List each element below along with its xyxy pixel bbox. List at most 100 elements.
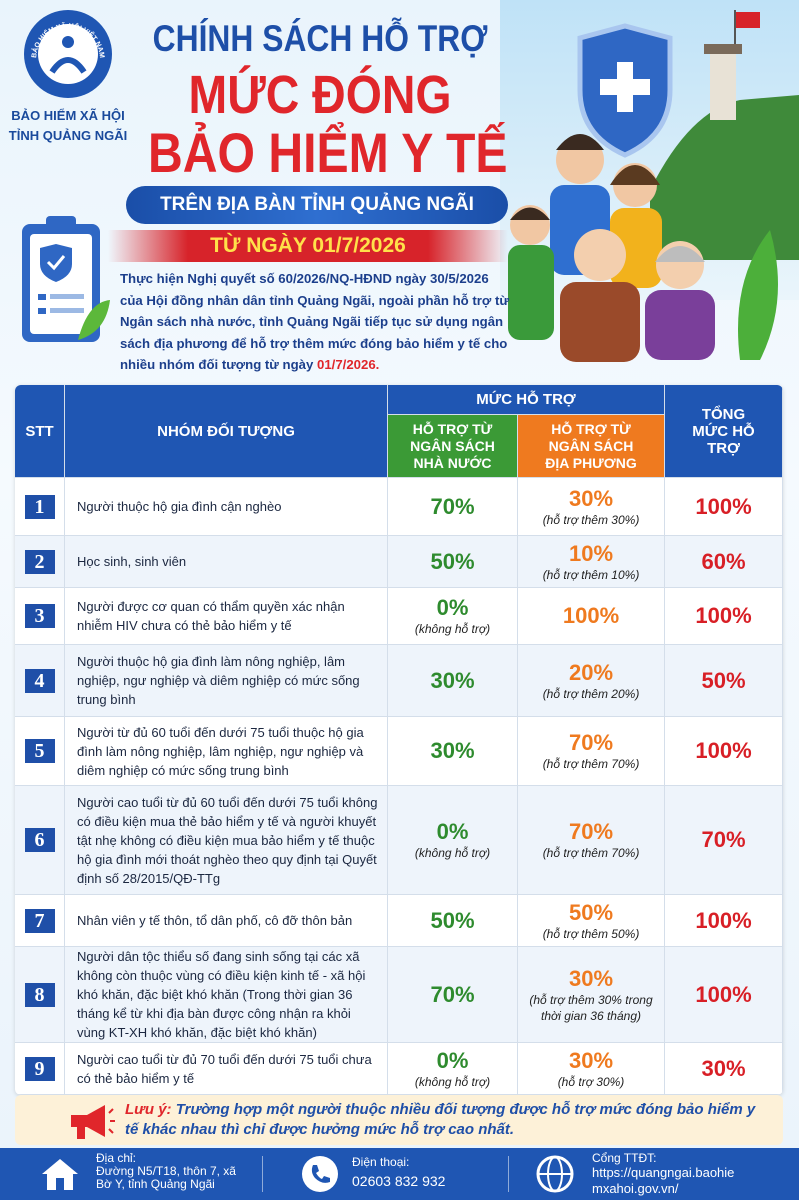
header-cell: STT [15,385,65,478]
table-row: 3 Người được cơ quan có thẩm quyền xác nh… [15,588,783,645]
note-box: Lưu ý: Trường hợp một người thuộc nhiều … [15,1095,783,1145]
total-value: 100% [695,981,752,1007]
table-body: 1 Người thuộc hộ gia đình cận nghèo 70% 30%… [15,478,783,1095]
table-row: 4 Người thuộc hộ gia đình làm nông nghiệp… [15,645,783,717]
table-row: 8 Người dân tộc thiểu số đang sinh sống t… [15,947,783,1043]
header-cell: NHÓM ĐỐI TƯỢNG [65,385,388,478]
total-cell: 50% [665,645,783,717]
illustration [500,0,799,362]
stt-cell: 3 [15,588,65,645]
org-line: TỈNH QUẢNG NGÃI [8,128,128,143]
total-value: 50% [701,667,746,693]
stt-cell: 6 [15,786,65,895]
local-note: (hỗ trợ thêm 20%) [542,686,640,701]
stt-cell: 7 [15,895,65,947]
total-cell: 30% [665,1043,783,1095]
local-value: 70% [568,819,614,844]
national-value: 0% [436,819,469,844]
address-label: Địa chỉ: [96,1151,137,1165]
megaphone-icon [71,1105,115,1139]
subtitle: TRÊN ĐỊA BÀN TỈNH QUẢNG NGÃI [126,186,508,224]
local-cell: 10% (hỗ trợ thêm 10%) [518,536,665,588]
support-table: STT NHÓM ĐỐI TƯỢNG MỨC HỖ TRỢ TỔNG MỨC H… [15,385,783,1095]
total-cell: 60% [665,536,783,588]
national-note: (không hỗ trợ) [414,846,491,860]
group-cell: Người thuộc hộ gia đình làm nông nghiệp,… [65,645,388,717]
stt-cell: 2 [15,536,65,588]
group-cell: Người cao tuổi từ đủ 70 tuổi đến dưới 75… [65,1043,388,1095]
stt-badge: 2 [24,549,55,574]
stt-cell: 8 [15,947,65,1043]
local-cell: 100% [518,588,665,645]
footer: Địa chỉ: Đường N5/T18, thôn 7, xã Bờ Y, … [0,1148,799,1200]
date-banner: TỪ NGÀY 01/7/2026 [108,230,508,262]
local-cell: 30% (hỗ trợ 30%) [518,1043,665,1095]
table-row: 6 Người cao tuổi từ đủ 60 tuổi đến dưới 7… [15,786,783,895]
local-cell: 70% (hỗ trợ thêm 70%) [518,717,665,786]
national-note: (không hỗ trợ) [414,1074,491,1089]
total-cell: 100% [665,478,783,536]
local-note: (hỗ trợ thêm 50%) [542,926,640,941]
intro-date: 01/7/2026. [316,357,380,372]
header-cell: HỖ TRỢ TỪ NGÂN SÁCH NHÀ NƯỚC [388,415,518,478]
total-value: 100% [695,907,752,933]
address: Đường N5/T18, thôn 7, xã Bờ Y, tỉnh Quản… [96,1164,236,1191]
local-value: 100% [562,603,620,628]
header-cell: TỔNG MỨC HỖ TRỢ [665,385,783,478]
stt-badge: 9 [24,1056,55,1081]
table-row: 2 Học sinh, sinh viên 50% 10% (hỗ trợ thêm 1… [15,536,783,588]
national-value: 0% [436,1047,469,1073]
local-value: 20% [568,659,614,685]
local-note: (hỗ trợ 30%) [557,1074,625,1089]
local-value: 30% [568,485,614,511]
local-note: (hỗ trợ thêm 70%) [542,846,640,860]
stt-badge: 3 [24,604,55,628]
total-cell: 100% [665,588,783,645]
national-cell: 0% (không hỗ trợ) [388,588,518,645]
group-cell: Người thuộc hộ gia đình cận nghèo [65,478,388,536]
stt-cell: 9 [15,1043,65,1095]
local-value: 50% [568,899,614,925]
title: MỨC ĐÓNG [188,65,452,125]
total-value: 60% [701,548,746,574]
local-cell: 50% (hỗ trợ thêm 50%) [518,895,665,947]
header-cell: MỨC HỖ TRỢ [388,385,665,415]
local-note: (hỗ trợ thêm 30% trong thời gian 36 thán… [529,992,653,1023]
national-cell: 0% (không hỗ trợ) [388,786,518,895]
national-value: 70% [430,981,475,1007]
table-row: 7 Nhân viên y tế thôn, tổ dân phố, cô đỡ … [15,895,783,947]
title: BẢO HIỂM Y TẾ [148,121,508,184]
stt-cell: 5 [15,717,65,786]
national-cell: 30% [388,717,518,786]
national-value: 30% [430,667,475,693]
group-cell: Người cao tuổi từ đủ 60 tuổi đến dưới 75… [65,786,388,895]
phone-label: Điện thoại: [352,1155,410,1169]
total-cell: 100% [665,717,783,786]
phone-icon [302,1156,338,1192]
stt-cell: 1 [15,478,65,536]
total-value: 100% [695,738,752,763]
local-value: 70% [568,730,614,755]
stt-badge: 1 [24,494,55,519]
national-cell: 30% [388,645,518,717]
stt-badge: 8 [24,982,55,1007]
total-cell: 100% [665,947,783,1043]
home-icon [42,1159,78,1190]
local-value: 30% [568,965,614,991]
total-value: 30% [701,1055,746,1081]
national-value: 50% [430,907,475,933]
table-row: 1 Người thuộc hộ gia đình cận nghèo 70% 30%… [15,478,783,536]
local-cell: 30% (hỗ trợ thêm 30% trong thời gian 36 t… [518,947,665,1043]
globe-icon [536,1155,574,1193]
group-cell: Người dân tộc thiểu số đang sinh sống tạ… [65,947,388,1043]
intro: Thực hiện Nghị quyết số 60/2026/NQ-HĐND … [120,268,512,376]
national-value: 70% [430,493,475,519]
org-line: BẢO HIỂM XÃ HỘI [11,108,125,123]
stt-badge: 5 [24,739,55,763]
table-row: 5 Người từ đủ 60 tuổi đến dưới 75 tuổi th… [15,717,783,786]
header-cell: HỖ TRỢ TỪ NGÂN SÁCH ĐỊA PHƯƠNG [518,415,665,478]
local-note: (hỗ trợ thêm 30%) [542,512,640,527]
stt-badge: 6 [24,828,55,852]
